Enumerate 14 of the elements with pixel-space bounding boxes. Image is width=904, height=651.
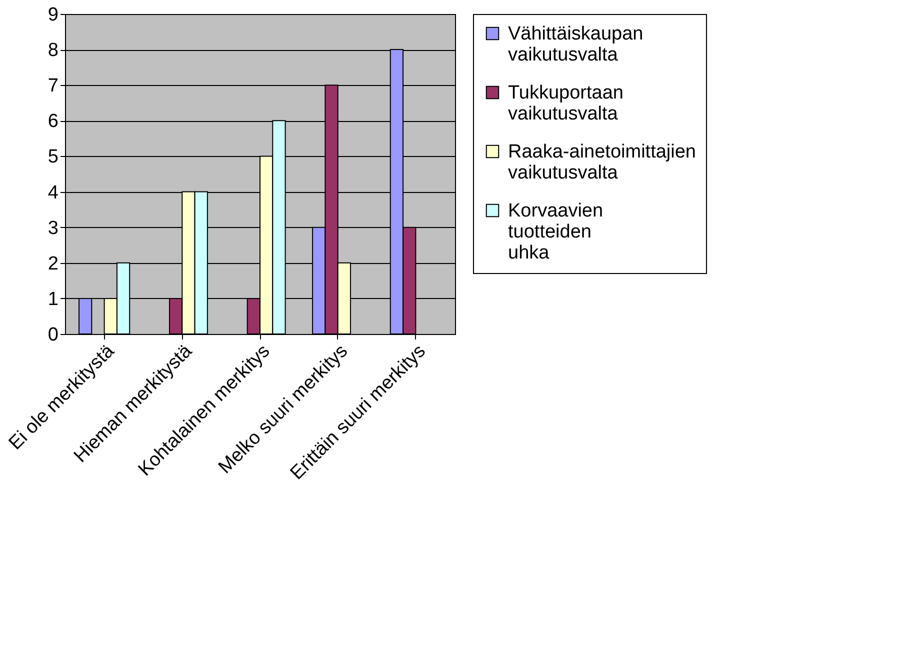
y-tick-label: 9 <box>48 4 58 26</box>
y-tick-label: 8 <box>48 40 58 62</box>
legend-label: Vähittäiskaupan vaikutusvalta <box>508 24 644 66</box>
y-tick-label: 0 <box>48 324 58 346</box>
legend-label: Korvaavien tuotteiden uhka <box>508 200 604 264</box>
legend-label: Raaka-ainetoimittajien vaikutusvalta <box>508 142 696 184</box>
y-tick-label: 4 <box>48 182 59 204</box>
y-tick-label: 6 <box>48 111 58 132</box>
y-tick-label: 5 <box>48 146 58 168</box>
y-tick-label: 3 <box>48 218 58 239</box>
legend-label: Tukkuportaan vaikutusvalta <box>508 82 624 124</box>
y-tick-label: 7 <box>48 76 58 97</box>
y-tick-label: 2 <box>48 253 58 274</box>
y-tick-label: 1 <box>48 288 58 310</box>
